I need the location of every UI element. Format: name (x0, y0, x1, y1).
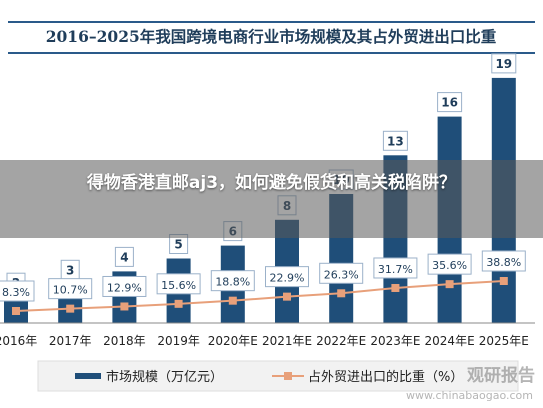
x-tick-label-9: 2025年E (479, 334, 529, 348)
ratio-point-4 (228, 296, 237, 305)
ratio-value-label-3: 15.6% (161, 279, 196, 292)
ratio-value-label-4: 18.8% (215, 276, 250, 289)
ratio-value-box-6 (319, 262, 364, 284)
ratio-point-5 (283, 292, 291, 301)
bar-value-box-8 (437, 92, 463, 113)
ratio-value-box-7 (373, 257, 418, 279)
x-tick-label-5: 2021年E (262, 334, 312, 348)
watermark-site: www.chinabaogao.com (406, 389, 533, 402)
bar-value-box-7 (382, 130, 408, 151)
x-tick-label-8: 2024年E (425, 334, 475, 348)
ratio-point-3 (174, 299, 183, 308)
bar-value-box-9 (491, 53, 517, 74)
legend-line-marker (284, 372, 292, 380)
ratio-point-1 (66, 304, 75, 313)
x-tick-layer: 2016年 2017年 2018年 2019年 2020年E 2021年E 2022年E 20… (0, 334, 529, 348)
ratio-value-label-7: 31.7% (378, 263, 413, 276)
legend-bar-label: 市场规模（万亿元） (106, 369, 223, 385)
x-tick-label-1: 2017年 (49, 334, 92, 348)
ratio-point-9 (499, 277, 508, 285)
ratio-point-0 (12, 307, 20, 315)
ratio-value-box-1 (48, 278, 93, 300)
x-tick-label-2: 2018年 (103, 334, 146, 348)
ratio-value-label-0: 8.3% (2, 286, 30, 299)
x-tick-label-3: 2019年 (157, 334, 200, 348)
bar-value-label-1: 3 (66, 263, 74, 277)
bar-value-label-8: 16 (441, 96, 458, 110)
headline-overlay-band (0, 160, 543, 238)
ratio-value-box-2 (102, 275, 147, 297)
bar-value-label-2: 4 (120, 250, 128, 264)
bar-value-label-7: 13 (387, 134, 404, 148)
ratio-value-box-9 (481, 250, 526, 272)
legend: 市场规模（万亿元） 占外贸进出口的比重（%） (37, 360, 519, 392)
ratio-value-box-8 (427, 253, 472, 275)
ratio-value-label-9: 38.8% (486, 256, 521, 269)
ratio-value-box-4 (210, 270, 255, 292)
ratio-value-label-8: 35.6% (432, 259, 467, 272)
x-tick-label-0: 2016年 (0, 334, 37, 348)
bar-value-box-2 (114, 246, 134, 267)
ratio-line (15, 280, 504, 312)
headline-text[interactable]: 得物香港直邮aj3，如何避免假货和高关税陷阱？ (86, 173, 457, 193)
x-tick-label-6: 2022年E (316, 334, 366, 348)
bar-value-label-9: 19 (495, 57, 512, 71)
chart-title: 2016–2025年我国跨境电商行业市场规模及其占外贸进出口比重 (46, 27, 497, 46)
watermark-brand: 观研报告 (467, 366, 535, 386)
x-tick-label-4: 2020年E (208, 334, 258, 348)
bar-value-label-3: 5 (174, 238, 182, 252)
ratio-value-box-3 (156, 273, 201, 295)
ratio-point-7 (391, 283, 400, 292)
ratio-point-8 (445, 280, 454, 289)
legend-line-label: 占外贸进出口的比重（%） (308, 369, 463, 385)
x-tick-label-7: 2023年E (370, 334, 420, 348)
ratio-value-label-2: 12.9% (107, 281, 142, 294)
ratio-value-box-5 (265, 266, 309, 288)
line-layer: 8.3% 10.7% 12.9% 15.6% 18.8% 22.9% 26.3% 31.7% 3… (0, 250, 526, 315)
ratio-point-2 (120, 302, 129, 311)
ratio-value-label-1: 10.7% (53, 284, 88, 297)
ratio-value-label-5: 22.9% (270, 272, 305, 285)
ratio-value-box-0 (0, 280, 35, 302)
ratio-value-label-6: 26.3% (324, 268, 359, 281)
ratio-point-6 (337, 289, 346, 298)
